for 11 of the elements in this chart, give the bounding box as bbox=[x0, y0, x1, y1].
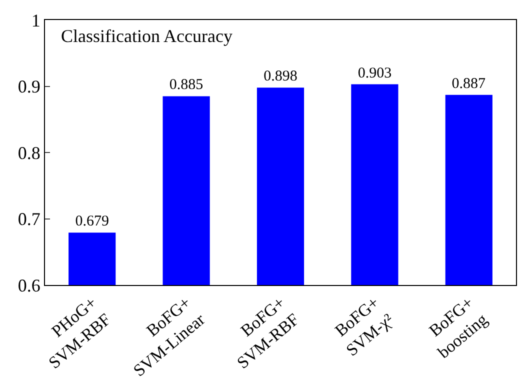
y-tick-label: 0.8 bbox=[18, 142, 40, 163]
y-tick-label: 0.9 bbox=[18, 76, 40, 97]
data-label: 0.898 bbox=[264, 68, 298, 85]
data-label: 0.903 bbox=[358, 65, 392, 82]
y-tick-label: 1 bbox=[31, 10, 40, 30]
y-tick-label: 0.6 bbox=[18, 275, 40, 296]
data-label: 0.679 bbox=[75, 214, 109, 230]
data-label: 0.885 bbox=[169, 77, 204, 94]
y-tick-label: 0.7 bbox=[18, 209, 40, 230]
data-label: 0.887 bbox=[452, 76, 486, 92]
chart-title: Classification Accuracy bbox=[61, 26, 232, 46]
